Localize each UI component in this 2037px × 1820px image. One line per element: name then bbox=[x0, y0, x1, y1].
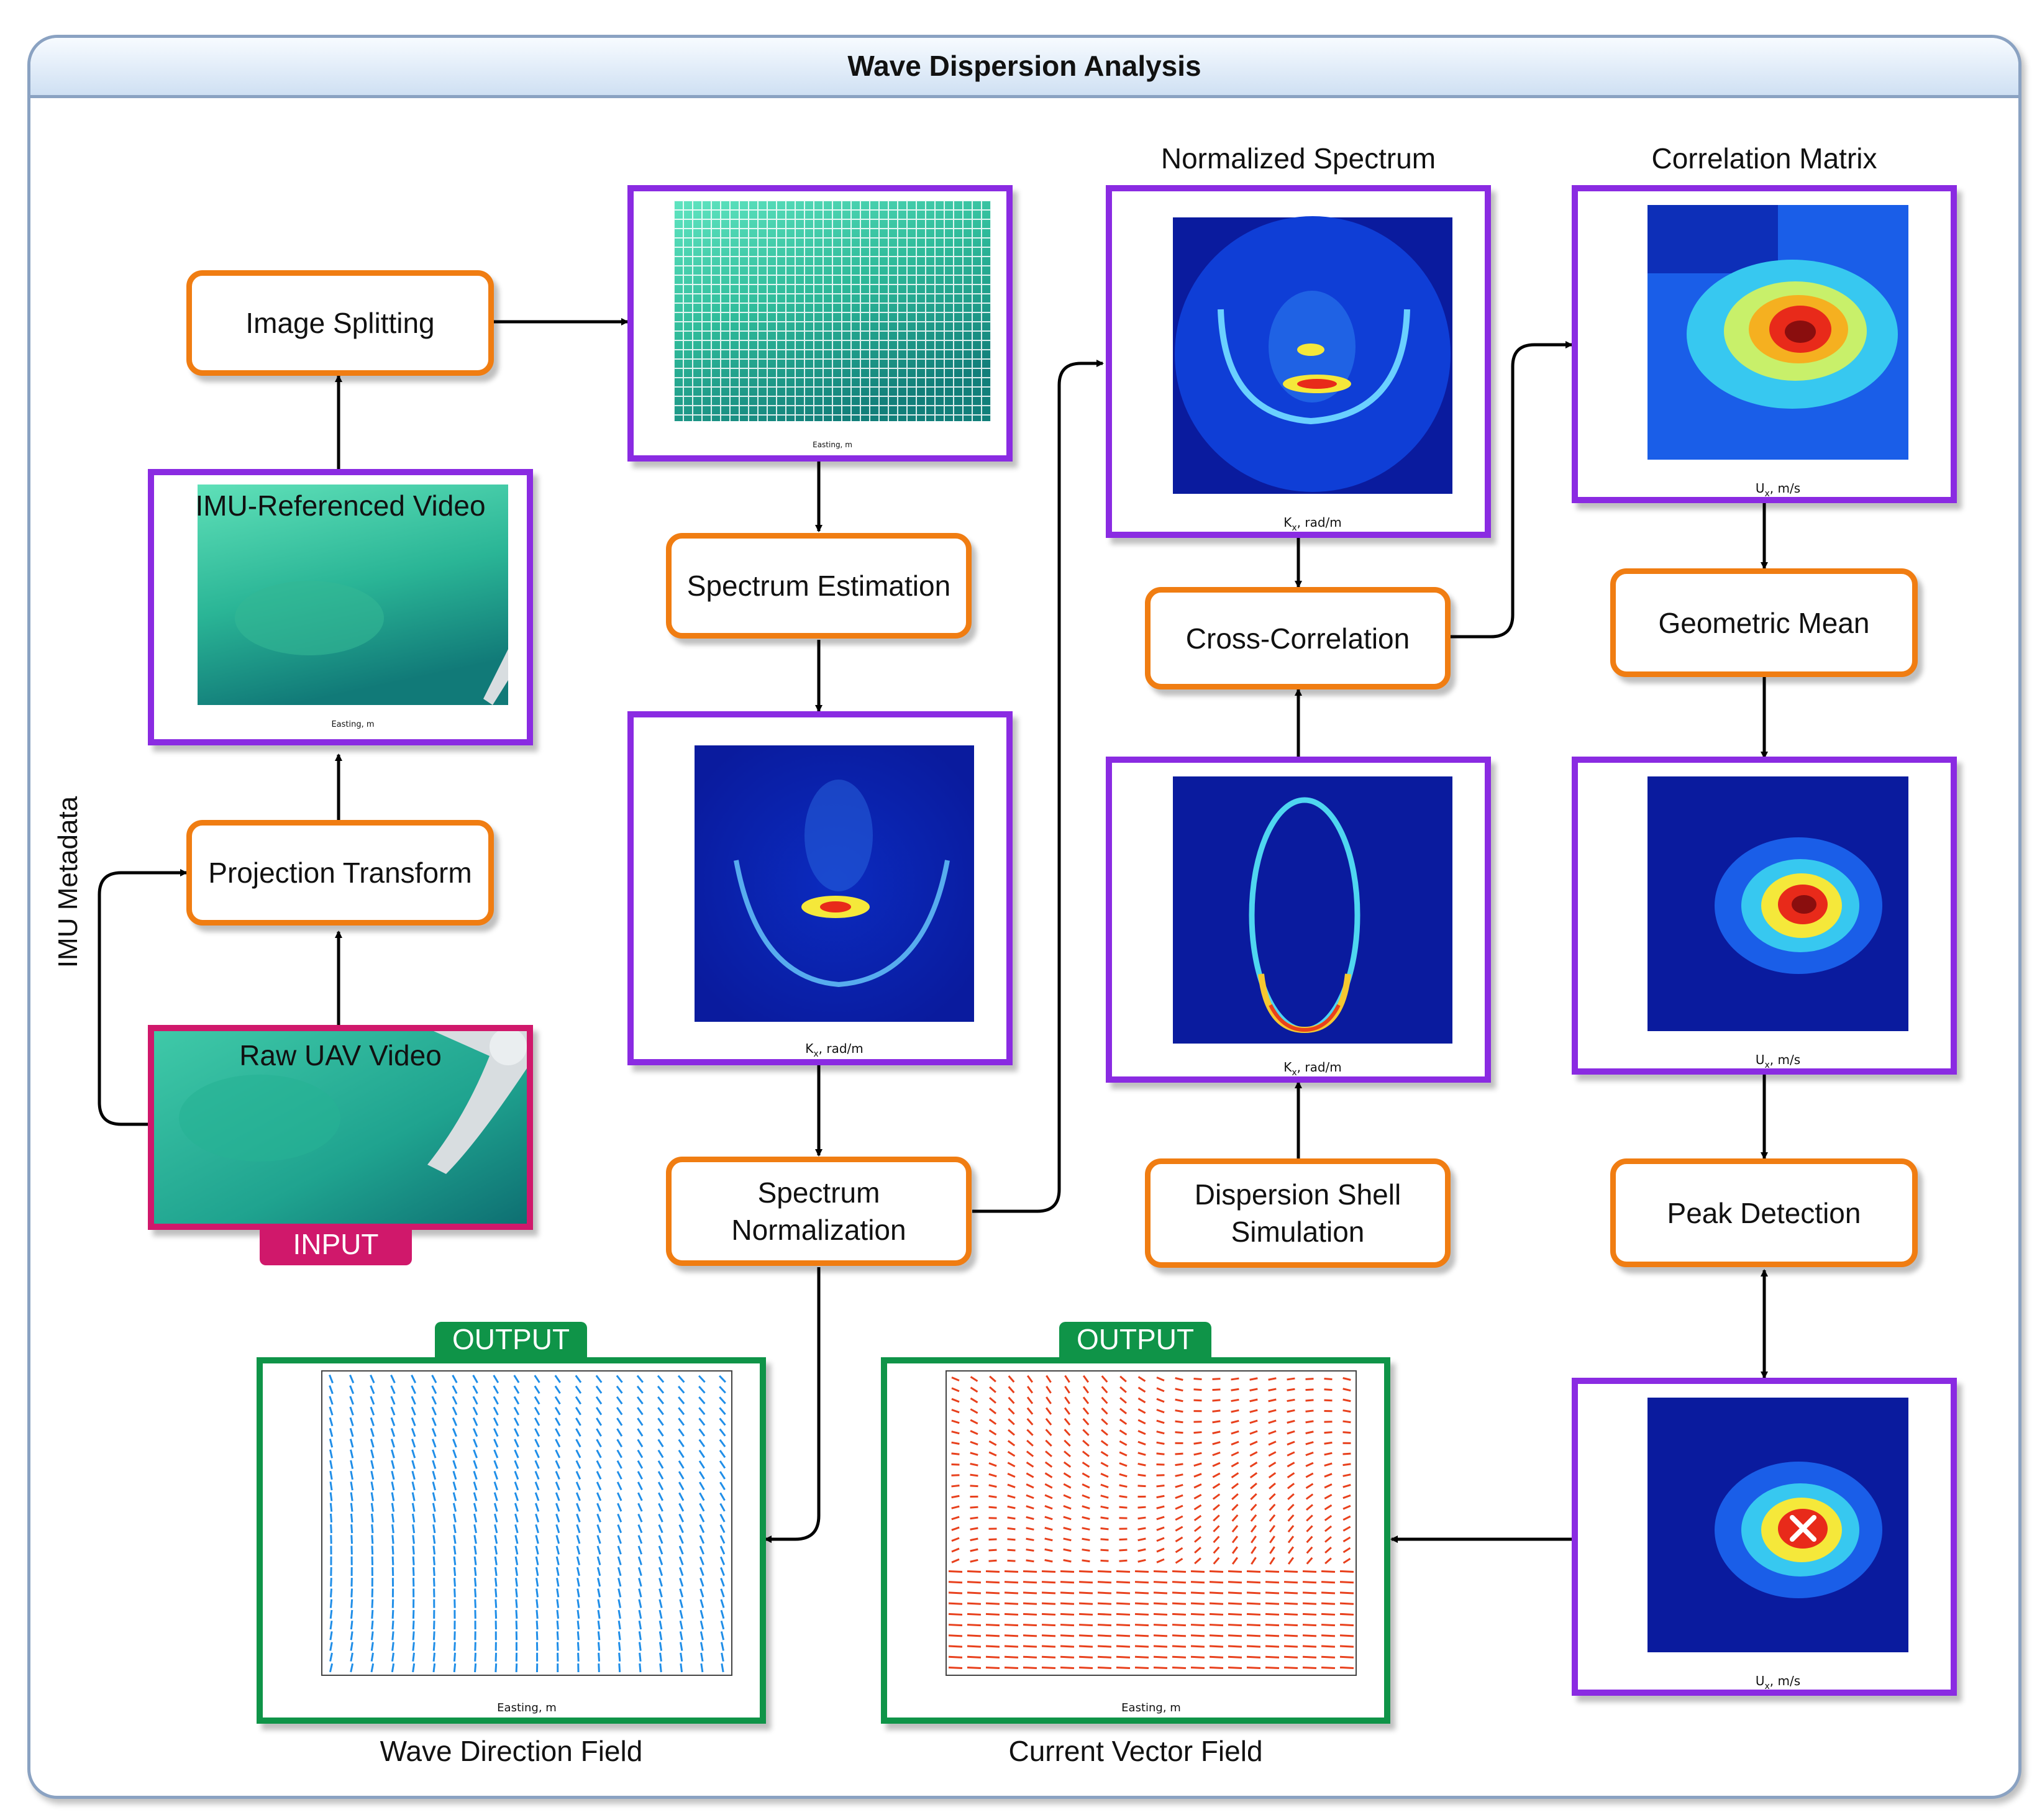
peak-result-plot: Ux, m/s bbox=[1647, 1398, 1908, 1690]
arrow-normalization-to-normspectrum bbox=[972, 360, 1104, 1213]
normalized-spectrum-plot: Kx, rad/m bbox=[1173, 216, 1452, 532]
spectrum-normalization-step: Spectrum Normalization bbox=[666, 1157, 972, 1266]
raw-video-image bbox=[154, 1031, 527, 1224]
normalized-spectrum-panel: Kx, rad/m bbox=[1106, 185, 1491, 538]
geometric-mean-panel: Ux, m/s bbox=[1572, 757, 1957, 1075]
image-grid-panel: Easting, m bbox=[627, 185, 1013, 462]
current-vector-caption: Current Vector Field bbox=[1008, 1735, 1263, 1767]
geometric-mean-step: Geometric Mean bbox=[1610, 568, 1918, 677]
correlation-matrix-panel: Ux, m/s bbox=[1572, 185, 1957, 503]
grid-xlabel: Easting, m bbox=[813, 440, 852, 449]
arrow-crosscorr-to-corrmatrix bbox=[1451, 341, 1573, 639]
imu-referenced-video-panel: Easting, m IMU-Referenced Video bbox=[148, 469, 533, 745]
image-grid-plot: Easting, m bbox=[673, 200, 991, 449]
corr-xlabel: Ux, m/s bbox=[1756, 481, 1800, 497]
imu-video-image: Easting, m bbox=[198, 485, 508, 729]
cross-correlation-step: Cross-Correlation bbox=[1145, 587, 1451, 689]
current-vector-plot: Easting, m bbox=[946, 1370, 1357, 1714]
geomean-xlabel: Ux, m/s bbox=[1756, 1052, 1800, 1068]
dispersion-shell-step: Dispersion Shell Simulation bbox=[1145, 1158, 1451, 1268]
correlation-matrix-plot: Ux, m/s bbox=[1647, 205, 1908, 497]
imu-metadata-label: IMU Metadata bbox=[53, 796, 83, 968]
spectrum-xlabel: Kx, rad/m bbox=[805, 1041, 864, 1059]
peak-detection-step: Peak Detection bbox=[1610, 1158, 1918, 1267]
dispersion-xlabel: Kx, rad/m bbox=[1283, 1060, 1342, 1076]
wave-direction-caption: Wave Direction Field bbox=[380, 1735, 643, 1767]
imu-xlabel: Easting, m bbox=[331, 720, 374, 729]
spectrum-estimation-step: Spectrum Estimation bbox=[666, 533, 972, 639]
normalized-spectrum-xlabel: Kx, rad/m bbox=[1283, 515, 1342, 532]
correlation-matrix-caption: Correlation Matrix bbox=[1651, 142, 1877, 175]
arrow-normalization-to-wave bbox=[764, 1267, 821, 1543]
imu-video-caption: IMU-Referenced Video bbox=[195, 489, 486, 522]
geometric-mean-plot: Ux, m/s bbox=[1647, 776, 1908, 1068]
dispersion-shell-panel: Kx, rad/m bbox=[1106, 757, 1491, 1083]
wave-xlabel: Easting, m bbox=[497, 1701, 557, 1714]
input-tag: INPUT bbox=[260, 1227, 412, 1265]
raw-uav-video-panel: Raw UAV Video bbox=[148, 1025, 533, 1230]
current-xlabel: Easting, m bbox=[1121, 1701, 1181, 1714]
spectrum-plot: Kx, rad/m bbox=[695, 745, 974, 1059]
projection-transform-step: Projection Transform bbox=[186, 820, 494, 926]
arrow-metadata bbox=[98, 869, 188, 1126]
peak-marker-icon bbox=[1790, 1515, 1816, 1542]
title-bar: Wave Dispersion Analysis bbox=[30, 38, 2018, 98]
wave-direction-plot: Easting, m bbox=[321, 1370, 732, 1714]
diagram-title: Wave Dispersion Analysis bbox=[847, 50, 1201, 82]
wave-direction-panel: Easting, m bbox=[257, 1357, 766, 1724]
normalized-spectrum-caption: Normalized Spectrum bbox=[1160, 142, 1436, 175]
current-output-tag: OUTPUT bbox=[1059, 1322, 1211, 1359]
peak-result-panel: Ux, m/s bbox=[1572, 1378, 1957, 1696]
raw-video-caption: Raw UAV Video bbox=[239, 1039, 442, 1072]
spectrum-panel: Kx, rad/m bbox=[627, 711, 1013, 1065]
dispersion-shell-plot: Kx, rad/m bbox=[1173, 776, 1452, 1076]
peak-xlabel: Ux, m/s bbox=[1756, 1673, 1800, 1690]
wave-output-tag: OUTPUT bbox=[435, 1322, 587, 1359]
current-vector-panel: Easting, m bbox=[881, 1357, 1390, 1724]
image-splitting-step: Image Splitting bbox=[186, 270, 494, 376]
